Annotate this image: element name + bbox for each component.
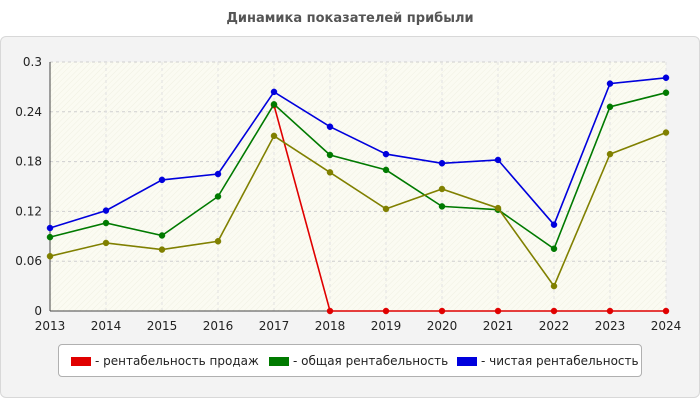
series-point-4 bbox=[606, 150, 614, 158]
series-point-3 bbox=[158, 176, 166, 184]
series-point-3 bbox=[46, 224, 54, 232]
series-line-4 bbox=[49, 131, 667, 288]
series-point-3 bbox=[550, 221, 558, 228]
series-point-3 bbox=[606, 80, 614, 87]
series-point-4 bbox=[46, 252, 54, 260]
series-point-4 bbox=[270, 132, 278, 140]
legend: - рентабельность продаж - общая рентабель… bbox=[58, 344, 642, 377]
series-point-4 bbox=[438, 185, 446, 193]
x-tick-label: 2018 bbox=[315, 319, 346, 333]
x-tick-label: 2013 bbox=[35, 319, 66, 333]
x-tick-label: 2016 bbox=[203, 319, 234, 333]
series-point-1 bbox=[606, 307, 614, 315]
series-point-4 bbox=[550, 282, 558, 290]
series-point-2 bbox=[662, 89, 670, 96]
series-point-3 bbox=[382, 150, 390, 158]
legend-swatch bbox=[269, 356, 289, 366]
series-point-3 bbox=[438, 160, 446, 167]
series-point-2 bbox=[214, 193, 222, 200]
series-point-3 bbox=[326, 123, 334, 130]
y-tick-label: 0.18 bbox=[15, 155, 42, 169]
series-point-2 bbox=[606, 103, 614, 111]
x-tick-label: 2015 bbox=[147, 319, 178, 333]
series-point-1 bbox=[326, 307, 334, 315]
series-point-4 bbox=[102, 239, 110, 247]
series-point-3 bbox=[494, 156, 502, 164]
x-tick-label: 2014 bbox=[91, 319, 122, 333]
legend-label: - чистая рентабельность bbox=[481, 354, 639, 368]
series-point-2 bbox=[438, 203, 446, 210]
y-tick-label: 0.3 bbox=[23, 55, 42, 69]
x-tick-label: 2021 bbox=[483, 319, 514, 333]
x-tick-label: 2020 bbox=[427, 319, 458, 333]
series-point-1 bbox=[550, 307, 558, 315]
legend-item-3: - чистая рентабельность bbox=[457, 354, 639, 368]
series-point-2 bbox=[158, 232, 166, 239]
legend-label: - рентабельность продаж bbox=[95, 354, 259, 368]
series-point-2 bbox=[382, 166, 390, 174]
series-point-4 bbox=[214, 238, 222, 245]
x-tick-label: 2019 bbox=[371, 319, 402, 333]
legend-swatch bbox=[71, 356, 91, 366]
series-point-2 bbox=[102, 219, 110, 227]
series-point-4 bbox=[382, 205, 390, 213]
legend-swatch bbox=[457, 356, 477, 366]
series-point-4 bbox=[662, 129, 670, 136]
series-point-3 bbox=[214, 170, 222, 178]
x-tick-label: 2024 bbox=[651, 319, 682, 333]
series-point-2 bbox=[326, 151, 334, 159]
series-point-3 bbox=[270, 88, 278, 96]
series-point-3 bbox=[662, 74, 670, 82]
series-point-1 bbox=[494, 307, 502, 315]
series-point-4 bbox=[494, 204, 502, 212]
y-tick-label: 0.06 bbox=[15, 254, 42, 268]
y-tick-label: 0 bbox=[34, 304, 42, 318]
y-tick-label: 0.24 bbox=[15, 105, 42, 119]
series-point-4 bbox=[326, 169, 334, 176]
series-point-2 bbox=[270, 101, 278, 108]
x-tick-label: 2017 bbox=[259, 319, 290, 333]
chart-title: Динамика показателей прибыли bbox=[226, 11, 474, 26]
series-point-2 bbox=[46, 233, 54, 241]
series-point-1 bbox=[438, 307, 446, 315]
series-line-1 bbox=[273, 104, 666, 312]
plot-area bbox=[50, 62, 666, 311]
series-point-1 bbox=[382, 307, 390, 315]
x-tick-label: 2022 bbox=[539, 319, 570, 333]
series-point-4 bbox=[158, 246, 166, 253]
series-line-3 bbox=[49, 77, 667, 229]
series-point-3 bbox=[102, 207, 110, 214]
y-tick-label: 0.12 bbox=[15, 204, 42, 218]
legend-label: - общая рентабельность bbox=[293, 354, 449, 368]
legend-item-1: - рентабельность продаж bbox=[71, 354, 259, 368]
series-point-2 bbox=[550, 245, 558, 252]
x-tick-label: 2023 bbox=[595, 319, 626, 333]
series-line-2 bbox=[49, 91, 667, 251]
series-point-1 bbox=[662, 307, 670, 315]
legend-item-2: - общая рентабельность bbox=[269, 354, 448, 368]
